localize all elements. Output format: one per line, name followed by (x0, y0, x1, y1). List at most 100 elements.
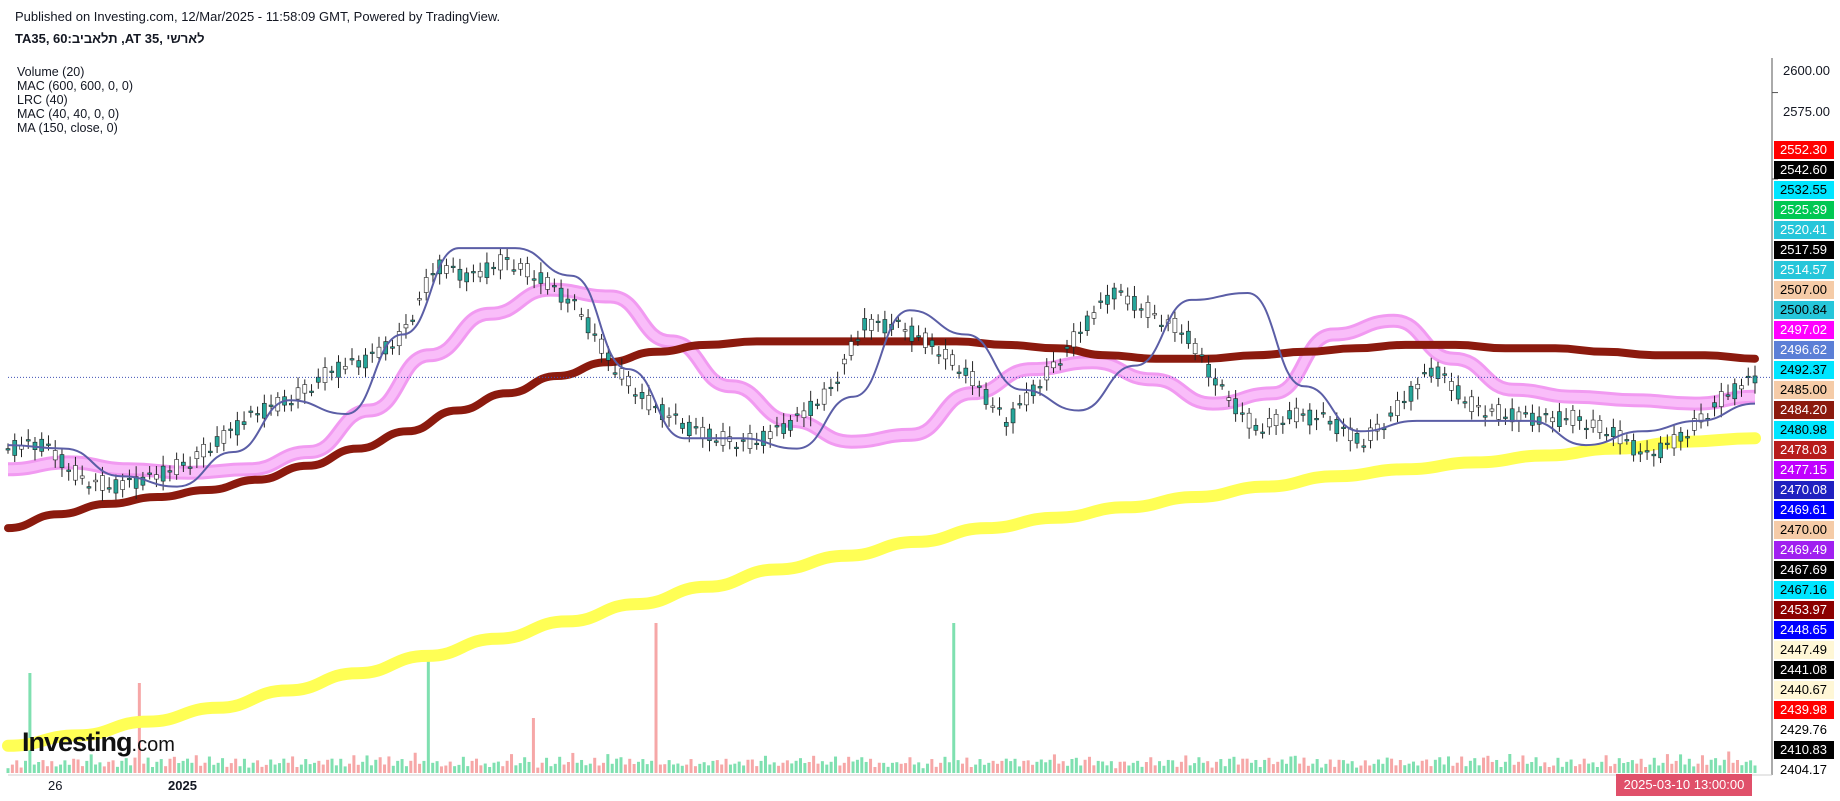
volume-bar (212, 764, 216, 773)
volume-bar (1022, 760, 1026, 773)
candle-body (309, 390, 314, 393)
candle-body (1179, 332, 1184, 335)
volume-bar (1490, 761, 1494, 773)
volume-bar (496, 761, 500, 773)
volume-bar (759, 760, 763, 773)
volume-bar (1455, 762, 1459, 773)
volume-bar (72, 758, 76, 773)
volume-bar (553, 763, 557, 773)
candle-body (633, 394, 638, 397)
candle-body (1725, 394, 1731, 397)
volume-bar (409, 760, 413, 773)
candle-body (1536, 416, 1542, 425)
volume-bar (155, 761, 159, 773)
price-label: 2467.16 (1774, 581, 1834, 599)
candle-body (403, 324, 409, 329)
candle-body (848, 341, 854, 356)
candle-body (950, 354, 955, 366)
candle-body (444, 265, 449, 274)
price-label: 2440.67 (1774, 681, 1834, 699)
volume-bar (1118, 761, 1122, 773)
volume-bar (168, 758, 172, 773)
candle-body (1752, 375, 1758, 384)
volume-bar (461, 756, 465, 773)
volume-bar (1613, 763, 1617, 773)
volume-bar (772, 762, 776, 773)
indicator-label[interactable]: Volume (20) (17, 65, 85, 79)
volume-bar (203, 762, 207, 773)
volume-bar (365, 755, 369, 773)
volume-bar (1131, 762, 1135, 773)
candle-body (46, 443, 51, 446)
x-tick-label: 26 (48, 778, 63, 793)
volume-bar (1101, 761, 1105, 773)
candle-body (1219, 384, 1225, 387)
candle-body (1604, 434, 1609, 437)
candle-body (646, 395, 652, 411)
candle-body (1455, 385, 1461, 400)
candle-body (1334, 419, 1340, 435)
volume-bar (838, 765, 842, 773)
volume-bar (855, 759, 859, 773)
volume-bar (98, 762, 102, 773)
volume-bar (164, 766, 168, 773)
candle-body (1550, 417, 1555, 423)
candle-body (39, 438, 45, 452)
volume-bar (1390, 758, 1394, 773)
volume-bar (1079, 765, 1083, 773)
candle-body (423, 277, 429, 293)
candle-body (140, 476, 146, 486)
candle-body (1260, 431, 1265, 434)
volume-bar (426, 653, 430, 773)
volume-bar (807, 762, 811, 773)
volume-bar (908, 757, 912, 773)
volume-bar (1346, 763, 1350, 773)
volume-bar (76, 759, 80, 773)
volume-bar (1464, 766, 1468, 773)
volume-bar (1048, 759, 1052, 773)
price-label: 2447.49 (1774, 641, 1834, 659)
volume-bar (273, 764, 277, 773)
volume-bar (562, 764, 566, 773)
volume-bar (474, 758, 478, 773)
price-label: 2514.57 (1774, 261, 1834, 279)
candle-body (1428, 367, 1434, 377)
volume-bar (1416, 765, 1420, 773)
volume-bar (37, 762, 41, 773)
volume-bar (190, 762, 194, 773)
candle-body (1125, 295, 1130, 305)
indicator-label[interactable]: LRC (40) (17, 93, 68, 107)
volume-bar (667, 760, 671, 773)
candle-body (248, 410, 254, 413)
price-label: 2485.00 (1774, 381, 1834, 399)
volume-bar (777, 765, 781, 773)
volume-bar (1429, 766, 1433, 773)
volume-bar (260, 766, 264, 773)
volume-bar (1652, 757, 1656, 773)
candle-body (504, 257, 510, 260)
candle-body (1044, 366, 1050, 381)
volume-bar (1144, 762, 1148, 773)
volume-bar (1035, 761, 1039, 773)
volume-bar (269, 759, 273, 773)
volume-bar (120, 760, 124, 773)
candle-body (1186, 330, 1191, 344)
indicator-label[interactable]: MAC (40, 40, 0, 0) (17, 107, 120, 121)
indicator-label[interactable]: MA (150, close, 0) (17, 121, 118, 135)
volume-bar (1302, 757, 1306, 773)
volume-bar (1013, 758, 1017, 773)
volume-bar (1451, 765, 1455, 773)
volume-bar (1109, 761, 1113, 773)
volume-bar (925, 763, 929, 773)
candle-body (255, 413, 260, 416)
volume-bar (842, 762, 846, 773)
candle-body (1624, 439, 1630, 442)
volume-bar (1136, 760, 1140, 773)
indicator-label[interactable]: MAC (600, 600, 0, 0) (17, 79, 134, 93)
volume-bar (356, 764, 360, 773)
candle-body (774, 425, 780, 428)
candle-body (794, 413, 800, 416)
candle-body (997, 407, 1002, 410)
volume-bar (636, 761, 640, 773)
